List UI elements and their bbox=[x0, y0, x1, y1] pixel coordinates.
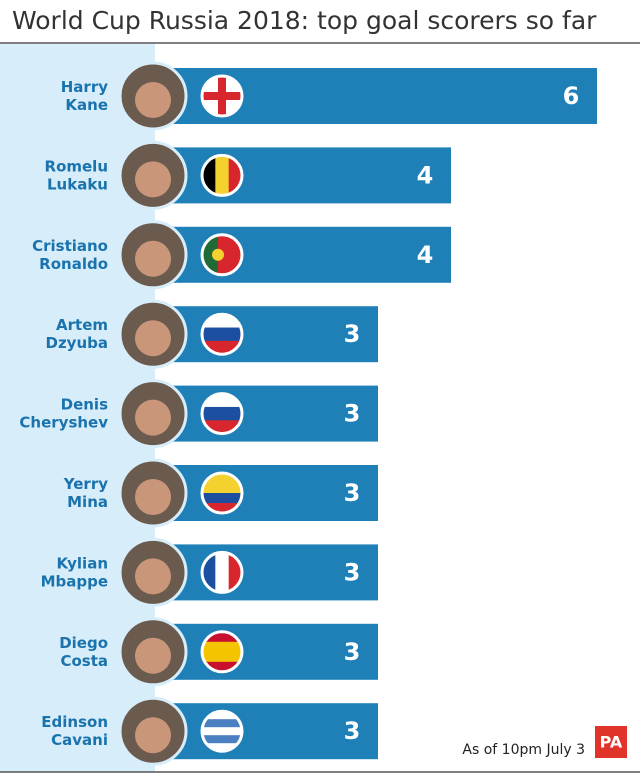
flag-stripe bbox=[202, 641, 242, 653]
flag-stripe bbox=[202, 631, 242, 643]
category-label: Edinson Cavani bbox=[41, 713, 108, 749]
flag-ring bbox=[200, 392, 244, 436]
category-label: Cristiano Ronaldo bbox=[32, 236, 108, 272]
flag-stripe bbox=[202, 473, 242, 484]
flag-ring bbox=[200, 153, 244, 197]
name-line: Ronaldo bbox=[39, 254, 108, 272]
flag-stripe bbox=[202, 661, 242, 672]
name-line: Cavani bbox=[51, 731, 108, 749]
category-label: Artem Dzyuba bbox=[46, 316, 109, 352]
player-face bbox=[135, 82, 171, 118]
bar bbox=[159, 385, 378, 442]
name-line: Kylian bbox=[56, 554, 108, 572]
name-line: Denis bbox=[61, 395, 108, 413]
bar bbox=[159, 306, 378, 363]
source-badge bbox=[595, 726, 627, 758]
bar bbox=[159, 703, 378, 760]
name-line: Mina bbox=[67, 493, 108, 511]
flag bbox=[202, 473, 242, 513]
player-face bbox=[135, 320, 171, 357]
name-line: Costa bbox=[60, 651, 108, 669]
player-face bbox=[135, 558, 171, 595]
flag-ring bbox=[200, 233, 244, 277]
player-face bbox=[135, 240, 171, 277]
flag-ring bbox=[200, 550, 244, 594]
value-label: 3 bbox=[344, 479, 361, 507]
name-line: Romelu bbox=[45, 157, 108, 175]
flag-stripe bbox=[202, 719, 242, 728]
flag-stripe bbox=[202, 743, 242, 752]
name-line: Mbappe bbox=[41, 572, 108, 590]
flag-stripe bbox=[215, 155, 230, 196]
flag-stripe bbox=[202, 651, 242, 663]
name-line: Cheryshev bbox=[19, 413, 108, 431]
category-label: Kylian Mbappe bbox=[41, 554, 108, 590]
category-label: Romelu Lukaku bbox=[45, 157, 108, 193]
flag-ring bbox=[200, 471, 244, 515]
player-face bbox=[135, 637, 171, 674]
value-label: 3 bbox=[344, 717, 361, 745]
note: As of 10pm July 3 bbox=[462, 742, 585, 758]
value-label: 3 bbox=[344, 400, 361, 428]
flag-stripe bbox=[202, 711, 242, 720]
flag bbox=[202, 711, 242, 752]
value-label: 3 bbox=[344, 320, 361, 348]
chart-title: World Cup Russia 2018: top goal scorers … bbox=[12, 6, 597, 35]
category-label: Harry Kane bbox=[61, 78, 108, 114]
flag-ring bbox=[200, 312, 244, 356]
name-line: Artem bbox=[56, 316, 108, 334]
category-label: Diego Costa bbox=[59, 633, 108, 669]
name-line: Edinson bbox=[41, 713, 108, 731]
name-line: Harry bbox=[61, 78, 108, 96]
flag-stripe bbox=[202, 735, 242, 744]
value-label: 4 bbox=[417, 161, 434, 189]
name-line: Diego bbox=[59, 633, 108, 651]
flag-stripe bbox=[202, 493, 242, 504]
player-face bbox=[135, 717, 171, 754]
name-line: Cristiano bbox=[32, 236, 108, 254]
player-face bbox=[135, 399, 171, 436]
bar bbox=[159, 623, 378, 680]
player-face bbox=[135, 479, 171, 515]
value-label: 6 bbox=[563, 82, 580, 110]
name-line: Yerry bbox=[63, 475, 108, 493]
flag-stripe bbox=[202, 503, 242, 513]
category-label: Yerry Mina bbox=[63, 475, 108, 511]
name-line: Lukaku bbox=[47, 175, 108, 193]
flag-ring bbox=[200, 630, 244, 674]
flag-ring bbox=[200, 74, 244, 118]
name-line: Kane bbox=[65, 96, 108, 114]
flag-stripe bbox=[202, 327, 242, 342]
flag-stripe bbox=[202, 406, 242, 421]
flag-cross bbox=[202, 92, 242, 100]
flag-stripe bbox=[202, 483, 242, 494]
bar bbox=[159, 465, 378, 521]
flag-stripe bbox=[202, 727, 242, 736]
value-label: 3 bbox=[344, 558, 361, 586]
category-label: Denis Cheryshev bbox=[19, 395, 108, 431]
bar bbox=[159, 544, 378, 601]
value-label: 4 bbox=[417, 241, 434, 269]
value-label: 3 bbox=[344, 638, 361, 666]
player-face bbox=[135, 161, 171, 198]
name-line: Dzyuba bbox=[46, 334, 109, 352]
flag-emblem bbox=[212, 248, 224, 261]
flag-stripe bbox=[215, 552, 230, 593]
flag-ring bbox=[200, 709, 244, 753]
flag bbox=[202, 631, 242, 672]
source: PA bbox=[600, 733, 623, 752]
